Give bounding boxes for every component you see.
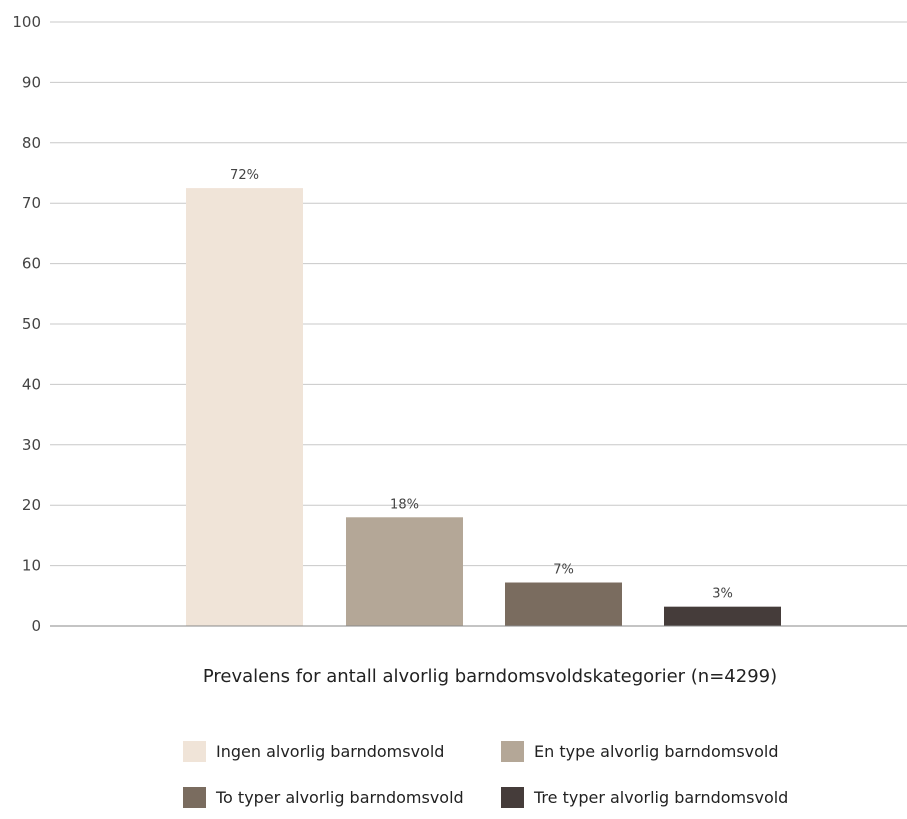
legend-swatch: [183, 741, 206, 762]
bar: [505, 582, 622, 626]
y-tick-label: 50: [22, 315, 41, 333]
y-tick-label: 10: [22, 557, 41, 575]
y-axis-ticks: 0 10 20 30 40 50 60 70 80 90 100: [12, 13, 41, 635]
data-label: 7%: [553, 563, 574, 578]
bar: [346, 517, 463, 626]
x-axis-label: Prevalens for antall alvorlig barndomsvo…: [203, 666, 777, 687]
legend: Ingen alvorlig barndomsvold En type alvor…: [183, 741, 788, 808]
y-tick-label: 100: [12, 13, 41, 31]
data-labels: 72% 18% 7% 3%: [230, 168, 733, 602]
y-tick-label: 20: [22, 496, 41, 514]
data-label: 72%: [230, 168, 259, 183]
legend-swatch: [183, 787, 206, 808]
y-tick-label: 0: [31, 617, 41, 635]
legend-label: En type alvorlig barndomsvold: [534, 742, 779, 761]
y-tick-label: 60: [22, 255, 41, 273]
y-tick-label: 70: [22, 194, 41, 212]
gridlines: [50, 21, 907, 567]
bar: [664, 606, 781, 626]
bar: [186, 188, 303, 626]
data-label: 3%: [712, 587, 733, 602]
legend-label: To typer alvorlig barndomsvold: [215, 788, 464, 807]
data-label: 18%: [390, 497, 419, 512]
y-tick-label: 80: [22, 134, 41, 152]
bars: [186, 188, 781, 626]
legend-swatch: [501, 741, 524, 762]
legend-label: Tre typer alvorlig barndomsvold: [533, 788, 788, 807]
legend-label: Ingen alvorlig barndomsvold: [216, 742, 444, 761]
y-tick-label: 30: [22, 436, 41, 454]
legend-swatch: [501, 787, 524, 808]
y-tick-label: 90: [22, 73, 41, 91]
y-tick-label: 40: [22, 375, 41, 393]
